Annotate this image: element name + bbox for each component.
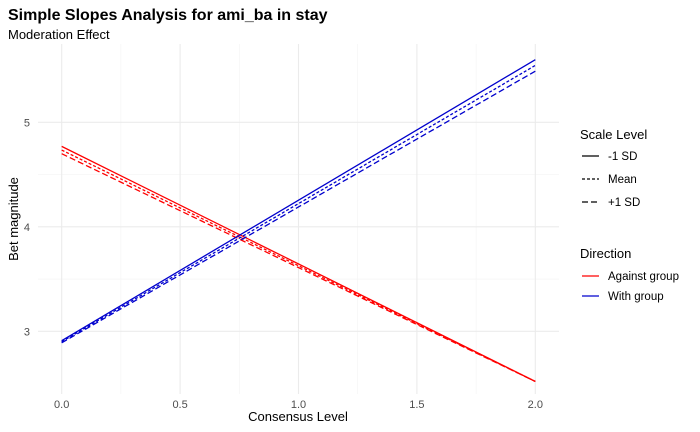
legend-title: Direction <box>580 246 631 261</box>
plot-lines <box>61 59 536 383</box>
y-axis-ticks: 3 4 5 <box>24 117 30 338</box>
x-axis-title: Consensus Level <box>248 409 348 424</box>
x-tick-label: 0.5 <box>172 399 187 411</box>
series-line <box>61 59 536 342</box>
legend-title: Scale Level <box>580 127 647 142</box>
legend-label: +1 SD <box>608 197 640 209</box>
x-axis-ticks: 0.0 0.5 1.0 1.5 2.0 <box>54 399 543 411</box>
major-gridlines <box>38 44 559 394</box>
y-tick-label: 5 <box>24 117 30 129</box>
y-tick-label: 3 <box>24 326 30 338</box>
x-tick-label: 0.0 <box>54 399 69 411</box>
y-tick-label: 4 <box>24 222 30 234</box>
series-line <box>61 153 536 383</box>
x-tick-label: 1.0 <box>291 399 306 411</box>
x-tick-label: 2.0 <box>528 399 543 411</box>
series-line <box>61 64 536 343</box>
series-line <box>61 145 536 383</box>
x-tick-label: 1.5 <box>409 399 424 411</box>
y-axis-title: Bet magnitude <box>6 177 21 261</box>
legend-label: -1 SD <box>608 151 637 163</box>
legend-label: With group <box>608 291 664 303</box>
legend-label: Mean <box>608 174 637 186</box>
series-line <box>61 70 536 344</box>
series-line <box>61 149 536 383</box>
chart-subtitle: Moderation Effect <box>8 27 110 42</box>
legend-label: Against group <box>608 271 679 283</box>
chart-title: Simple Slopes Analysis for ami_ba in sta… <box>8 7 328 24</box>
legend: Scale Level -1 SD Mean +1 SD Direction Agains… <box>580 127 679 303</box>
